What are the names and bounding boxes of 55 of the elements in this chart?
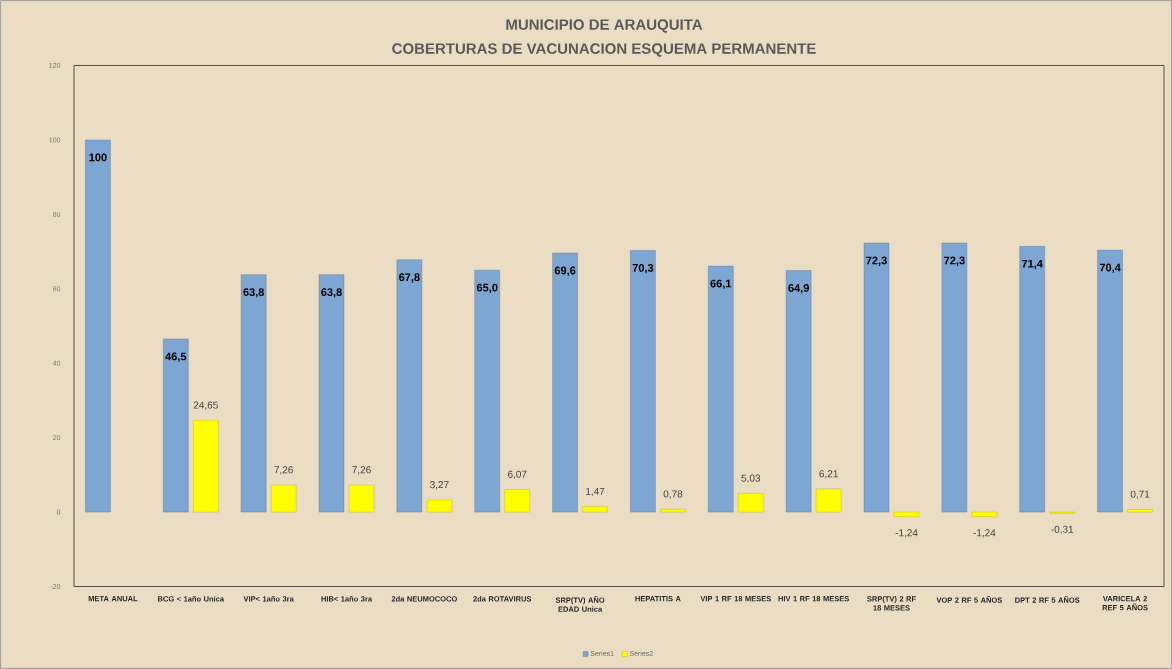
bar xyxy=(318,274,345,513)
data-label: 71,4 xyxy=(1021,259,1043,270)
bar xyxy=(738,493,764,513)
bar xyxy=(785,270,812,513)
bar xyxy=(270,484,297,513)
data-label: 65,0 xyxy=(476,283,498,294)
bar xyxy=(1127,509,1153,513)
data-label: 64,9 xyxy=(788,284,809,294)
bar xyxy=(630,250,656,513)
data-label: 3,27 xyxy=(430,481,449,490)
bar xyxy=(348,484,375,513)
data-label: -0,31 xyxy=(1051,525,1074,535)
chart-title: MUNICIPIO DE ARAUQUITA xyxy=(506,19,703,33)
bar xyxy=(863,242,890,513)
bar xyxy=(708,265,734,513)
bar xyxy=(893,511,920,517)
data-label: 72,3 xyxy=(944,256,965,266)
bar xyxy=(474,269,500,513)
data-label: 63,8 xyxy=(243,288,264,298)
chart-subtitle: COBERTURAS DE VACUNACION ESQUEMA PERMANENTE xyxy=(392,43,816,57)
data-label: 1,47 xyxy=(586,487,605,497)
data-label: 5,03 xyxy=(741,474,761,483)
data-label: 70,3 xyxy=(632,264,654,274)
data-label: 0,71 xyxy=(1130,490,1150,499)
bar xyxy=(552,252,578,513)
bar xyxy=(815,488,842,513)
bar xyxy=(240,274,267,513)
data-label: 0,78 xyxy=(663,490,683,499)
bar xyxy=(941,242,968,513)
data-label: 6,21 xyxy=(819,470,838,479)
bar xyxy=(1019,246,1045,513)
bar xyxy=(660,508,686,513)
bar xyxy=(85,139,111,513)
data-label: 66,1 xyxy=(710,279,732,289)
bar xyxy=(582,506,608,513)
data-label: 63,8 xyxy=(321,288,342,298)
data-label: 67,8 xyxy=(399,273,420,283)
data-label: 24,65 xyxy=(193,401,218,410)
bar xyxy=(193,420,219,513)
data-label: 7,26 xyxy=(352,466,371,475)
data-label: 72,3 xyxy=(866,256,887,266)
data-label: 69,6 xyxy=(554,266,576,276)
bar xyxy=(426,499,453,513)
data-label: 100 xyxy=(89,153,107,162)
bar xyxy=(163,338,189,513)
data-label: 70,4 xyxy=(1099,263,1121,273)
data-label: 46,5 xyxy=(165,352,187,362)
data-label: -1,24 xyxy=(895,529,918,538)
data-label: -1,24 xyxy=(973,529,996,538)
bar xyxy=(504,489,530,513)
bar xyxy=(971,511,998,517)
bar xyxy=(396,259,423,513)
data-label: 6,07 xyxy=(507,470,527,479)
bar xyxy=(1097,249,1123,513)
data-label: 7,26 xyxy=(274,466,293,475)
